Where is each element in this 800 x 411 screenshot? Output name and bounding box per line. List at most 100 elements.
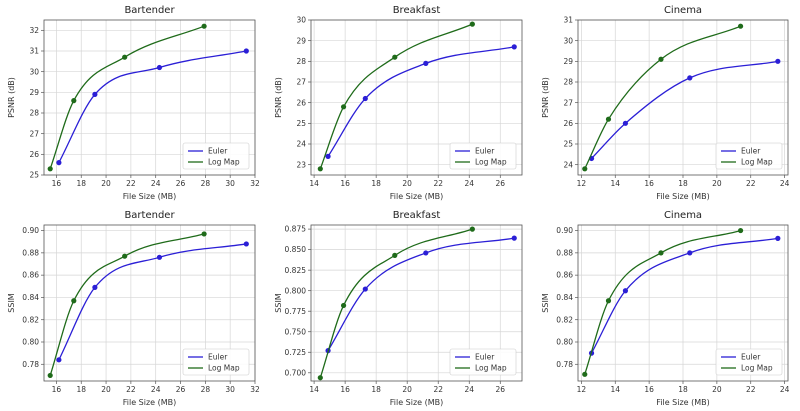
data-point-euler bbox=[687, 250, 693, 256]
series-line-log-map bbox=[49, 233, 205, 376]
series-line-euler bbox=[327, 46, 515, 157]
x-tick-label: 14 bbox=[610, 385, 620, 394]
x-tick-label: 20 bbox=[712, 385, 722, 394]
legend-label-log-map: Log Map bbox=[208, 364, 240, 373]
x-tick-label: 16 bbox=[644, 385, 654, 394]
y-axis-label: SSIM bbox=[274, 293, 283, 313]
legend-label-log-map: Log Map bbox=[475, 158, 507, 167]
chart-svg: Cinema 12 14 16 18 20 22 24 24 25 26 27 28 29 30 31 File… bbox=[541, 5, 790, 201]
y-tick-label: 32 bbox=[29, 26, 39, 35]
legend-label-log-map: Log Map bbox=[741, 158, 773, 167]
y-tick-label: 0.775 bbox=[285, 307, 307, 316]
data-point-log-map bbox=[658, 250, 664, 256]
series-line-euler bbox=[590, 237, 778, 354]
chart-panel-cinema-psnr: Cinema 12 14 16 18 20 22 24 24 25 26 27 28 29 30 31 File… bbox=[534, 0, 800, 205]
y-tick-label: 28 bbox=[563, 78, 573, 87]
grid-lines bbox=[311, 225, 522, 381]
y-tick-label: 25 bbox=[563, 140, 573, 149]
y-tick-label: 0.78 bbox=[556, 360, 573, 369]
data-point-euler bbox=[775, 235, 781, 241]
x-tick-label: 32 bbox=[250, 179, 260, 188]
x-tick-label: 18 bbox=[76, 179, 86, 188]
x-tick-label: 24 bbox=[151, 179, 161, 188]
data-point-log-map bbox=[737, 23, 744, 29]
data-point-log-map bbox=[392, 54, 398, 60]
legend-label-euler: Euler bbox=[741, 147, 761, 156]
x-tick-label: 20 bbox=[402, 179, 412, 188]
y-tick-label: 27 bbox=[296, 78, 306, 87]
plot-frame bbox=[310, 19, 523, 176]
chart-svg: Bartender 16 18 20 22 24 26 28 30 32 25 26 27 28 29 30 3… bbox=[7, 5, 260, 201]
y-tick-label: 23 bbox=[296, 160, 306, 169]
data-point-euler bbox=[156, 64, 163, 71]
data-point-log-map bbox=[201, 231, 207, 237]
y-tick-label: 0.88 bbox=[22, 248, 39, 257]
y-tick-label: 0.850 bbox=[285, 245, 307, 254]
data-point-log-map bbox=[658, 56, 664, 62]
x-tick-label: 20 bbox=[712, 179, 722, 188]
y-tick-label: 0.86 bbox=[556, 271, 573, 280]
x-axis-label: File Size (MB) bbox=[656, 192, 710, 201]
y-axis-label: SSIM bbox=[7, 293, 16, 313]
y-tick-label: 0.84 bbox=[556, 293, 573, 302]
series-line-euler bbox=[327, 237, 515, 351]
data-point-log-map bbox=[340, 302, 347, 309]
data-point-euler bbox=[775, 58, 781, 64]
y-tick-label: 30 bbox=[563, 36, 573, 45]
x-tick-label: 12 bbox=[577, 179, 587, 188]
y-tick-label: 0.875 bbox=[285, 225, 307, 234]
legend: Euler Log Map bbox=[449, 142, 517, 170]
plot-frame bbox=[310, 224, 523, 382]
x-tick-label: 16 bbox=[52, 179, 62, 188]
y-axis-label: PSNR (dB) bbox=[274, 77, 283, 118]
chart-panel-bartender-ssim: Bartender 16 18 20 22 24 26 28 30 32 0.78 0.80 0.82 0… bbox=[0, 205, 267, 411]
data-point-euler bbox=[325, 153, 331, 159]
x-tick-label: 22 bbox=[433, 179, 443, 188]
y-tick-label: 0.88 bbox=[556, 248, 573, 257]
chart-title: Bartender bbox=[124, 210, 175, 221]
legend-label-euler: Euler bbox=[741, 353, 761, 362]
data-point-euler bbox=[423, 250, 429, 256]
x-tick-label: 24 bbox=[464, 179, 474, 188]
x-tick-label: 18 bbox=[678, 385, 688, 394]
y-tick-label: 0.800 bbox=[285, 286, 307, 295]
y-tick-label: 0.80 bbox=[22, 338, 39, 347]
legend: Euler Log Map bbox=[715, 348, 783, 376]
x-axis-label: File Size (MB) bbox=[390, 398, 444, 407]
data-point-euler bbox=[56, 160, 62, 166]
data-point-log-map bbox=[340, 104, 347, 110]
data-point-log-map bbox=[392, 252, 398, 258]
data-point-log-map bbox=[122, 54, 128, 60]
y-tick-label: 26 bbox=[563, 119, 573, 128]
chart-svg: Breakfast 14 16 18 20 22 24 26 23 24 25 26 27 28 29 30 F… bbox=[274, 5, 523, 201]
data-point-euler bbox=[511, 44, 517, 50]
x-tick-label: 20 bbox=[101, 385, 111, 394]
y-tick-label: 0.700 bbox=[285, 368, 307, 377]
chart-title: Breakfast bbox=[393, 5, 441, 16]
y-tick-label: 0.825 bbox=[285, 266, 307, 275]
y-tick-label: 30 bbox=[29, 67, 39, 76]
y-tick-label: 0.80 bbox=[556, 338, 573, 347]
x-tick-label: 26 bbox=[176, 385, 186, 394]
series-line-log-map bbox=[49, 25, 205, 170]
data-point-log-map bbox=[71, 98, 77, 104]
legend: Euler Log Map bbox=[182, 348, 250, 376]
y-tick-label: 0.82 bbox=[22, 315, 39, 324]
series-line-euler bbox=[58, 50, 247, 163]
x-tick-label: 18 bbox=[76, 385, 86, 394]
y-tick-label: 26 bbox=[296, 98, 306, 107]
data-point-log-map bbox=[47, 166, 53, 172]
data-point-log-map bbox=[317, 375, 323, 381]
data-point-log-map bbox=[605, 298, 612, 304]
legend-label-euler: Euler bbox=[475, 353, 495, 362]
x-tick-label: 22 bbox=[433, 385, 443, 394]
y-tick-label: 0.750 bbox=[285, 327, 307, 336]
x-tick-label: 22 bbox=[746, 385, 756, 394]
y-tick-label: 29 bbox=[29, 88, 39, 97]
legend-label-euler: Euler bbox=[208, 147, 228, 156]
data-point-euler bbox=[622, 120, 629, 126]
data-point-euler bbox=[156, 254, 163, 260]
plot-frame bbox=[577, 19, 789, 176]
x-tick-label: 32 bbox=[250, 385, 260, 394]
